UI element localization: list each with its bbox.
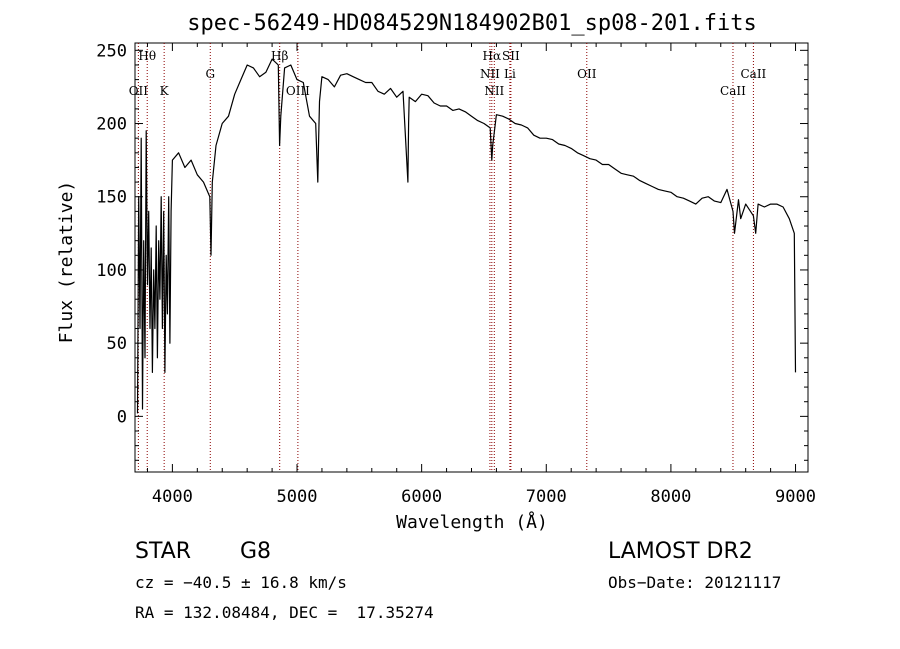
spectral-line-label: SII <box>502 49 520 63</box>
x-tick-label: 9000 <box>775 487 816 507</box>
object-class: STAR <box>135 539 192 564</box>
spectral-line-label: OIII <box>286 84 310 98</box>
redshift-velocity: cz = −40.5 ± 16.8 km/s <box>135 573 347 592</box>
survey-name: LAMOST DR2 <box>608 539 753 564</box>
spectrum-series-line <box>136 58 797 414</box>
observation-date: Obs−Date: 20121117 <box>608 573 782 592</box>
y-tick-label: 200 <box>96 115 127 135</box>
spectral-line-label: Hα <box>483 49 502 63</box>
x-tick-label: 7000 <box>526 487 567 507</box>
chart-title: spec-56249-HD084529N184902B01_sp08-201.f… <box>187 11 757 36</box>
x-tick-label: 4000 <box>152 487 193 507</box>
sky-coordinates: RA = 132.08484, DEC = 17.35274 <box>135 603 434 622</box>
y-tick-label: 100 <box>96 261 127 281</box>
x-tick-label: 6000 <box>401 487 442 507</box>
spectral-line-label: NII <box>480 67 500 81</box>
x-axis-label: Wavelength (Å) <box>396 511 548 533</box>
spectral-line-label: K <box>160 84 170 98</box>
y-tick-label: 50 <box>107 334 127 354</box>
spectral-line-label: G <box>205 67 215 81</box>
spectral-line-label: CaII <box>740 67 766 81</box>
x-tick-label: 5000 <box>277 487 318 507</box>
y-tick-label: 0 <box>117 407 127 427</box>
y-tick-label: 150 <box>96 188 127 208</box>
object-subclass: G8 <box>240 539 272 564</box>
spectral-line-label: NII <box>484 84 504 98</box>
spectral-line-label: OII <box>577 67 597 81</box>
spectral-line-label: Hβ <box>271 49 288 63</box>
y-axis-label: Flux (relative) <box>56 181 77 344</box>
plot-frame <box>134 42 809 473</box>
x-tick-label: 8000 <box>650 487 691 507</box>
y-tick-label: 250 <box>96 41 127 61</box>
spectral-line-label: CaII <box>720 84 746 98</box>
spectral-line-label: OII <box>129 84 149 98</box>
spectral-line-label: Hθ <box>138 49 156 63</box>
spectral-line-label: Li <box>504 67 516 81</box>
